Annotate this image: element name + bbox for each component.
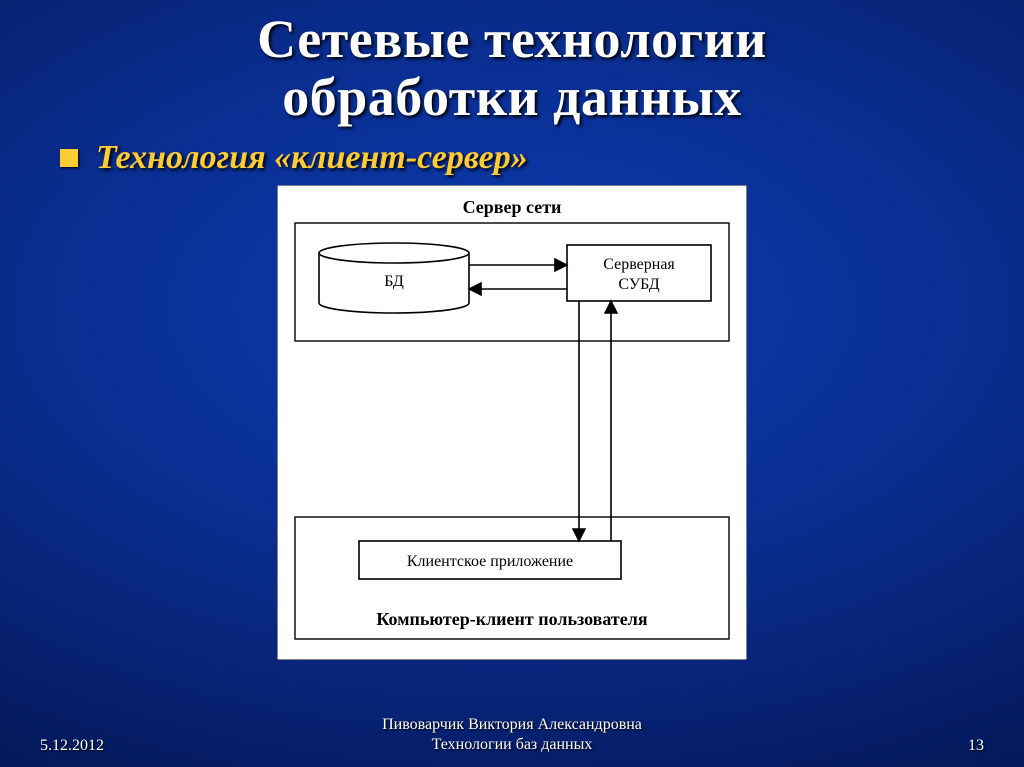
svg-text:СУБД: СУБД — [618, 276, 659, 293]
title-line-2: обработки данных — [282, 67, 742, 127]
title-line-1: Сетевые технологии — [257, 9, 767, 69]
footer-date: 5.12.2012 — [40, 737, 180, 755]
slide-title: Сетевые технологии обработки данных — [0, 0, 1024, 133]
svg-text:Клиентское приложение: Клиентское приложение — [407, 553, 573, 570]
footer-center: Пивоварчик Виктория Александровна Технол… — [180, 715, 844, 755]
slide-footer: 5.12.2012 Пивоварчик Виктория Александро… — [0, 715, 1024, 755]
bullet-square-icon — [60, 149, 78, 167]
bullet-row: Технология «клиент-сервер» — [0, 133, 1024, 177]
svg-text:Компьютер-клиент пользователя: Компьютер-клиент пользователя — [376, 609, 647, 629]
svg-text:Серверная: Серверная — [603, 256, 675, 273]
svg-text:Сервер сети: Сервер сети — [463, 197, 562, 217]
bullet-text: Технология «клиент-сервер» — [96, 139, 528, 177]
footer-page: 13 — [844, 737, 984, 755]
svg-text:БД: БД — [384, 273, 404, 290]
footer-course: Технологии баз данных — [432, 736, 593, 753]
client-server-diagram: Сервер сети Компьютер-клиент пользователя… — [277, 185, 747, 660]
slide: Сетевые технологии обработки данных Техн… — [0, 0, 1024, 767]
footer-author: Пивоварчик Виктория Александровна — [382, 716, 642, 733]
diagram-container: Сервер сети Компьютер-клиент пользователя… — [0, 185, 1024, 660]
